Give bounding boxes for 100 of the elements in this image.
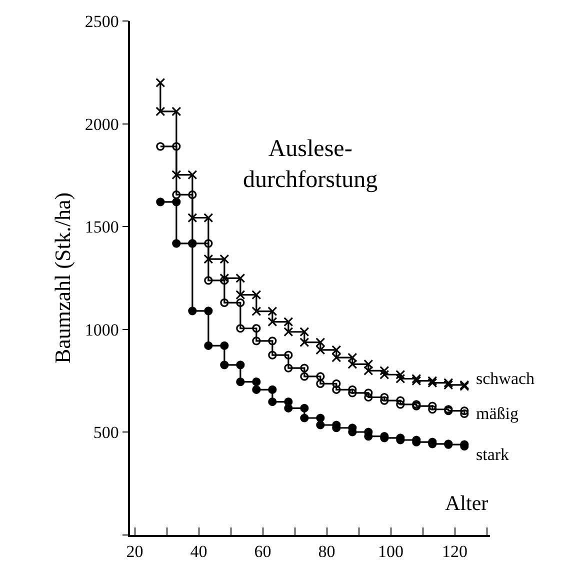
point [204,239,213,248]
point [332,345,342,355]
point [204,306,213,316]
point [380,396,389,405]
point [236,298,245,307]
point [300,327,310,337]
x-tick-label: 60 [254,542,272,562]
point [300,372,309,381]
point [412,376,422,386]
point [284,364,293,372]
point [236,324,245,333]
point [348,352,358,362]
point [348,388,357,398]
x-tick-label: 40 [190,542,208,562]
point [396,400,405,409]
point [268,306,278,316]
point [268,397,277,406]
point [156,78,166,88]
point [268,385,277,394]
point [220,254,230,264]
point [316,338,326,348]
point [396,374,406,384]
x-axis-title: Alter [445,491,488,515]
point [380,392,389,402]
point [316,345,326,355]
point [364,388,373,398]
point [204,212,214,223]
point [316,372,325,381]
point [252,324,261,333]
point [188,212,198,223]
point [300,414,309,422]
y-tick-label: 1500 [84,218,119,237]
point [380,370,390,380]
x-tick-label: 20 [126,542,144,562]
point [172,106,182,116]
point [460,409,469,418]
series-label: stark [476,445,510,464]
point [252,378,261,386]
point [348,359,358,369]
point [252,306,262,316]
y-tick-label: 500 [93,423,119,442]
point [268,336,277,346]
point [284,316,294,327]
point [268,316,278,327]
point [172,190,181,200]
point [332,385,341,394]
point [236,273,246,284]
x-tick-label: 100 [378,542,404,562]
point [252,290,262,300]
point [316,420,325,430]
point [364,359,374,369]
point [220,273,230,284]
y-axis-title: Baumzahl (Stk./ha) [50,192,76,364]
point [172,170,182,180]
point [172,198,181,206]
point [396,370,406,380]
point [220,360,229,370]
point [188,170,198,180]
x-tick-label: 120 [442,542,468,562]
point [188,190,197,200]
point [332,352,342,362]
point [236,360,245,370]
point [300,338,310,348]
point [284,350,293,360]
point [428,402,437,410]
point [204,341,213,350]
point [268,350,277,360]
point [220,276,229,285]
y-tick-label: 2000 [84,114,119,134]
point [460,406,469,416]
point [156,142,165,151]
point [220,341,229,350]
point [364,392,373,402]
point [364,366,374,376]
point [316,379,325,388]
series-label: schwach [476,369,536,388]
point [172,239,181,248]
y-tick-label: 1000 [84,320,119,340]
point [332,379,341,388]
annotation: Auslese- durchforstung [243,136,378,194]
point [236,378,245,386]
point [316,414,325,422]
point [412,374,422,384]
point [300,364,309,372]
series-label: mäßig [476,404,519,423]
point [220,298,229,307]
point [188,306,197,316]
point [236,290,246,300]
point [156,106,166,116]
point [284,327,294,337]
y-tick-label: 2500 [84,12,119,31]
point [204,276,213,285]
point [252,385,261,394]
point [156,198,165,206]
point [348,385,357,394]
point [300,404,309,412]
point [428,405,437,414]
x-tick-label: 80 [318,542,336,562]
point [204,254,214,264]
point [396,396,405,405]
